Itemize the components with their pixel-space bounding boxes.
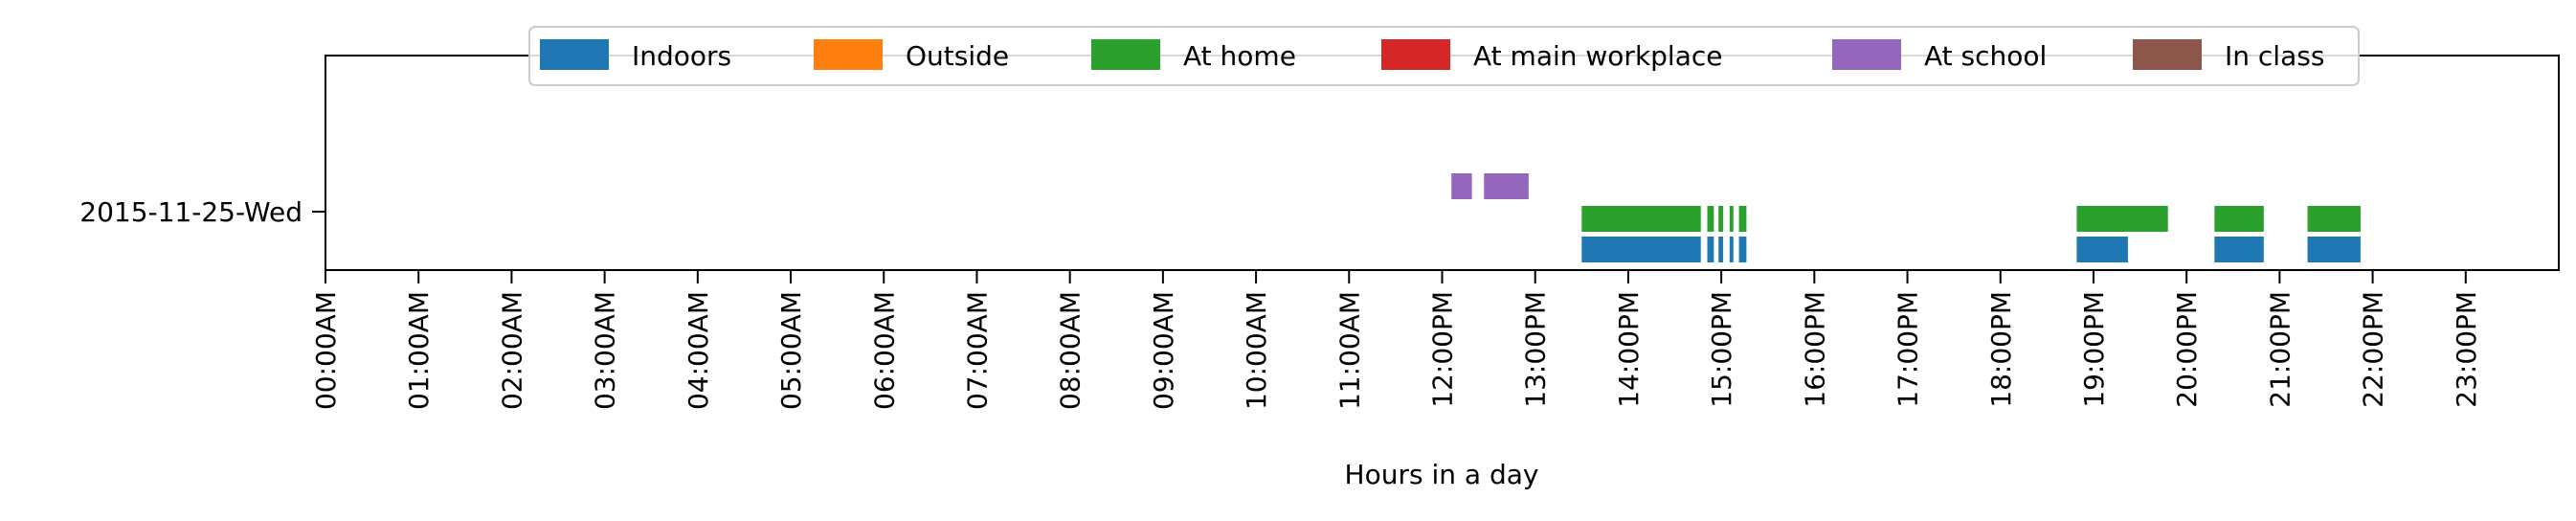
x-axis-label: Hours in a day — [1345, 459, 1539, 490]
x-tick-label: 03:00AM — [590, 291, 621, 410]
bar-at-school — [1484, 173, 1529, 199]
x-tick-label: 00:00AM — [310, 291, 342, 410]
legend-swatch-at-school — [1832, 39, 1901, 70]
x-tick-label: 05:00AM — [775, 291, 807, 410]
y-axis: 2015-11-25-Wed — [79, 196, 325, 228]
legend-label-at-home: At home — [1183, 40, 1296, 72]
legend-swatch-indoors — [540, 39, 609, 70]
bar-at-home — [1718, 206, 1724, 232]
bar-at-home — [2076, 206, 2168, 232]
x-tick-label: 20:00PM — [2171, 291, 2203, 408]
x-tick-label: 02:00AM — [496, 291, 527, 410]
x-tick-label: 12:00PM — [1427, 291, 1459, 408]
legend-label-at-school: At school — [1924, 40, 2047, 72]
bar-at-home — [1581, 206, 1701, 232]
x-tick-label: 19:00PM — [2078, 291, 2110, 408]
legend-label-indoors: Indoors — [632, 40, 731, 72]
x-tick-label: 18:00PM — [1985, 291, 2017, 408]
legend: Indoors Outside At home At main workplace At… — [528, 26, 2360, 86]
x-tick-label: 07:00AM — [961, 291, 993, 410]
bar-indoors — [2076, 237, 2128, 262]
x-tick-label: 16:00PM — [1799, 291, 1830, 408]
x-tick-label: 11:00AM — [1333, 291, 1365, 410]
bars-layer — [1451, 173, 2361, 262]
x-tick-label: 14:00PM — [1613, 291, 1645, 408]
legend-swatch-outside — [814, 39, 883, 70]
bar-indoors — [1738, 237, 1747, 262]
x-axis: 00:00AM 01:00AM 02:00AM 03:00AM 04:00AM 05:00… — [310, 270, 2482, 410]
legend-label-in-class: In class — [2225, 40, 2324, 72]
x-tick-label: 10:00AM — [1241, 291, 1272, 410]
bar-indoors — [1707, 237, 1714, 262]
x-tick-label: 21:00PM — [2264, 291, 2296, 408]
bar-at-home — [2307, 206, 2361, 232]
x-tick-label: 23:00PM — [2451, 291, 2482, 408]
x-tick-label: 15:00PM — [1706, 291, 1737, 408]
legend-swatch-at-home — [1091, 39, 1160, 70]
legend-swatch-in-class — [2133, 39, 2202, 70]
bar-indoors — [2307, 237, 2361, 262]
x-tick-label: 17:00PM — [1893, 291, 1924, 408]
legend-label-at-main-workplace: At main workplace — [1473, 40, 1723, 72]
bar-indoors — [2214, 237, 2264, 262]
bar-indoors — [1718, 237, 1724, 262]
x-tick-label: 04:00AM — [683, 291, 714, 410]
y-tick-label: 2015-11-25-Wed — [79, 196, 302, 228]
bar-indoors — [1581, 237, 1701, 262]
x-tick-label: 06:00AM — [868, 291, 900, 410]
x-tick-label: 22:00PM — [2358, 291, 2389, 408]
bar-at-home — [1729, 206, 1734, 232]
legend-swatch-at-main-workplace — [1381, 39, 1450, 70]
bar-at-school — [1451, 173, 1472, 199]
x-tick-label: 01:00AM — [403, 291, 435, 410]
x-tick-label: 08:00AM — [1055, 291, 1086, 410]
bar-at-home — [2214, 206, 2264, 232]
bar-indoors — [1729, 237, 1734, 262]
x-tick-label: 09:00AM — [1148, 291, 1179, 410]
legend-label-outside: Outside — [906, 40, 1009, 72]
bar-at-home — [1707, 206, 1714, 232]
bar-at-home — [1738, 206, 1747, 232]
x-tick-label: 13:00PM — [1520, 291, 1552, 408]
